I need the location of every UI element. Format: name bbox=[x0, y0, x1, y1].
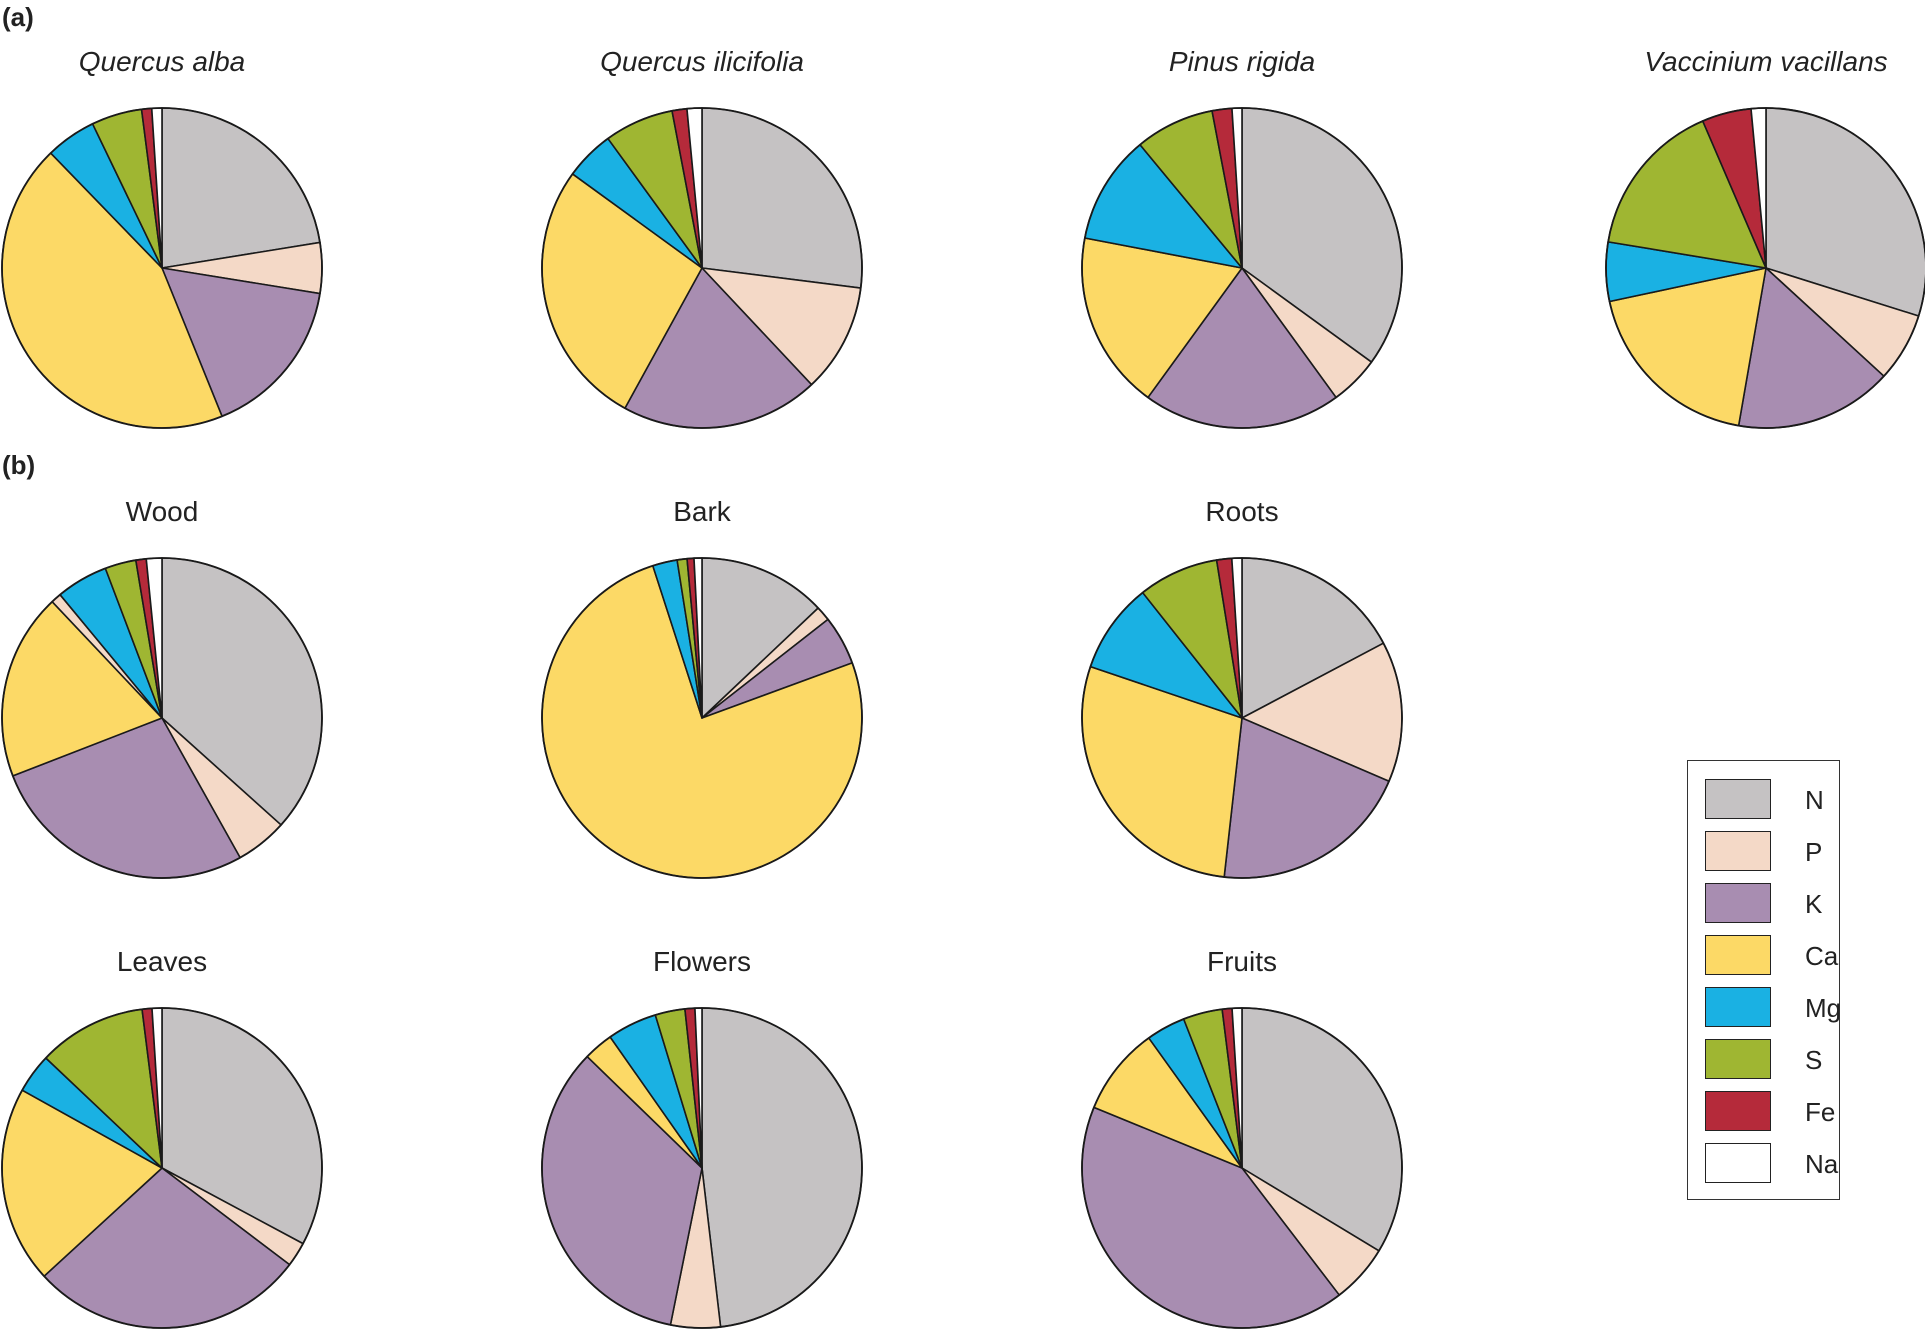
pie-leaves bbox=[1, 1007, 323, 1329]
legend-swatch-n bbox=[1705, 779, 1771, 819]
pie-outline bbox=[541, 557, 863, 879]
pie-outline bbox=[1, 107, 323, 429]
legend-item-n: N bbox=[1705, 779, 1835, 821]
pie-title-vaccinium-vacillans: Vaccinium vacillans bbox=[1644, 46, 1888, 77]
pie-title-pinus-rigida: Pinus rigida bbox=[1168, 46, 1316, 77]
legend-label-na: Na bbox=[1805, 1149, 1839, 1179]
pie-title-roots: Roots bbox=[1205, 496, 1279, 527]
pie-bark bbox=[541, 557, 863, 879]
pie-outline bbox=[1081, 107, 1403, 429]
legend-item-ca: Ca bbox=[1705, 935, 1839, 977]
legend-swatch-k bbox=[1705, 883, 1771, 923]
pie-outline bbox=[1605, 107, 1925, 429]
pie-outline bbox=[1081, 1007, 1403, 1329]
pie-quercus-alba bbox=[1, 107, 323, 429]
legend: N P K Ca Mg S Fe Na bbox=[1687, 760, 1841, 1200]
legend-item-k: K bbox=[1705, 883, 1835, 925]
pie-slice-n bbox=[161, 107, 321, 269]
pie-title-quercus-alba: Quercus alba bbox=[78, 46, 246, 77]
legend-swatch-na bbox=[1705, 1143, 1771, 1183]
pie-vaccinium-vacillans bbox=[1605, 107, 1925, 429]
pie-outline bbox=[1, 1007, 323, 1329]
pie-pinus-rigida bbox=[1081, 107, 1403, 429]
pie-quercus-ilicifolia bbox=[541, 107, 863, 429]
panel-label-b: (b) bbox=[2, 450, 36, 480]
pie-outline bbox=[541, 1007, 863, 1329]
pie-title-bark: Bark bbox=[673, 496, 731, 527]
pie-title-flowers: Flowers bbox=[652, 946, 751, 977]
legend-swatch-ca bbox=[1705, 935, 1771, 975]
legend-item-p: P bbox=[1705, 831, 1835, 873]
legend-swatch-fe bbox=[1705, 1091, 1771, 1131]
legend-item-fe: Fe bbox=[1705, 1091, 1835, 1133]
legend-item-na: Na bbox=[1705, 1143, 1839, 1185]
legend-item-s: S bbox=[1705, 1039, 1835, 1081]
legend-swatch-p bbox=[1705, 831, 1771, 871]
pie-title-leaves: Leaves bbox=[116, 946, 208, 977]
pie-title-wood: Wood bbox=[125, 496, 199, 527]
legend-label-mg: Mg bbox=[1805, 993, 1842, 1023]
pie-outline bbox=[1, 557, 323, 879]
legend-swatch-mg bbox=[1705, 987, 1771, 1027]
legend-label-p: P bbox=[1805, 837, 1823, 867]
legend-label-fe: Fe bbox=[1805, 1097, 1836, 1127]
pie-title-quercus-ilicifolia: Quercus ilicifolia bbox=[600, 46, 804, 77]
legend-label-ca: Ca bbox=[1805, 941, 1839, 971]
pie-roots bbox=[1081, 557, 1403, 879]
pie-outline bbox=[1081, 557, 1403, 879]
pie-wood bbox=[1, 557, 323, 879]
pie-outline bbox=[541, 107, 863, 429]
legend-label-n: N bbox=[1805, 785, 1824, 815]
legend-item-mg: Mg bbox=[1705, 987, 1841, 1029]
pie-fruits bbox=[1081, 1007, 1403, 1329]
legend-label-s: S bbox=[1805, 1045, 1823, 1075]
legend-swatch-s bbox=[1705, 1039, 1771, 1079]
pie-title-fruits: Fruits bbox=[1207, 946, 1277, 977]
pie-slice-n bbox=[701, 107, 863, 289]
pie-slice-n bbox=[701, 1007, 863, 1328]
panel-label-a: (a) bbox=[2, 2, 34, 32]
pie-flowers bbox=[541, 1007, 863, 1329]
legend-label-k: K bbox=[1805, 889, 1823, 919]
